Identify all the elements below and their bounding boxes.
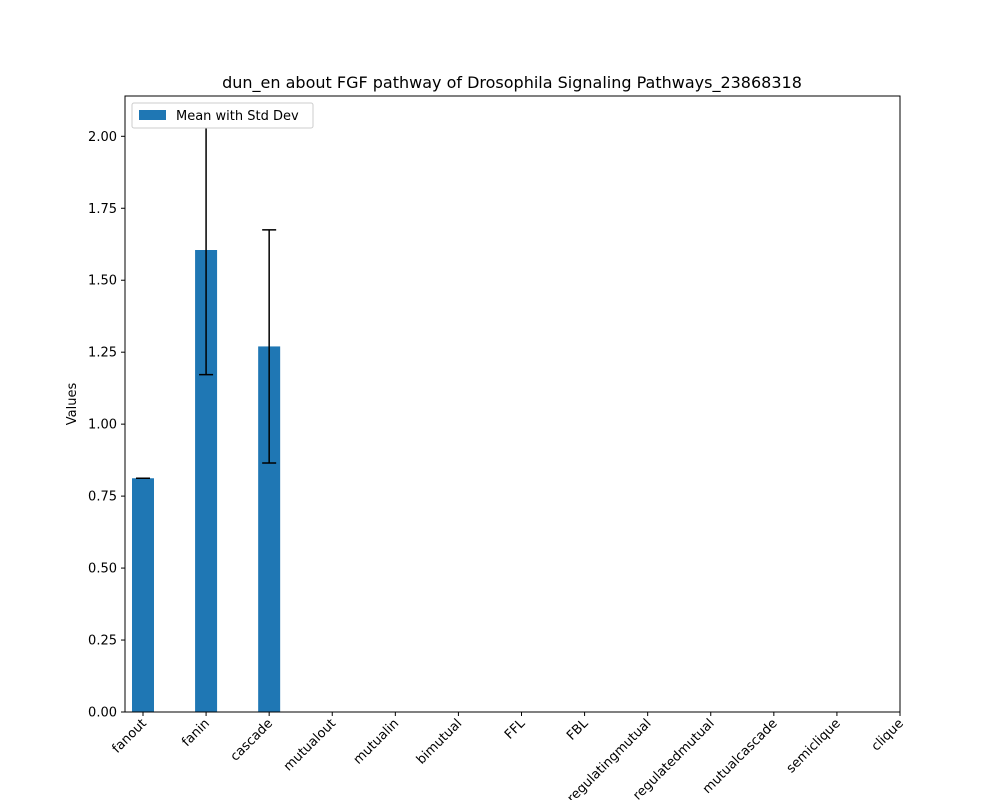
y-tick-label: 1.50 [88, 274, 117, 289]
bar-fanout [132, 478, 154, 712]
y-tick-label: 1.75 [88, 202, 117, 217]
y-tick-label: 1.25 [88, 346, 117, 361]
y-tick-label: 2.00 [88, 130, 117, 145]
y-tick-label: 1.00 [88, 418, 117, 433]
legend-box [131, 102, 314, 129]
y-axis-ticks: 0.00 0.25 0.50 0.75 1.00 1.25 1.50 1.75 2.00 [88, 130, 125, 721]
y-axis-label: Values [65, 383, 80, 426]
y-tick-label: 0.50 [88, 562, 117, 577]
legend: Mean with Std Dev [131, 102, 314, 129]
bar-fanin [195, 250, 218, 712]
chart-title: dun_en about FGF pathway of Drosophila S… [222, 73, 802, 93]
error-bars [136, 124, 277, 480]
legend-label: Mean with Std Dev [176, 109, 299, 124]
y-tick-label: 0.25 [88, 634, 117, 649]
y-tick-label: 0.75 [88, 490, 117, 505]
bars [132, 250, 281, 712]
plot-frame [124, 95, 901, 713]
bar-cascade [258, 346, 281, 712]
legend-swatch [139, 110, 166, 120]
y-tick-label: 0.00 [88, 706, 117, 721]
